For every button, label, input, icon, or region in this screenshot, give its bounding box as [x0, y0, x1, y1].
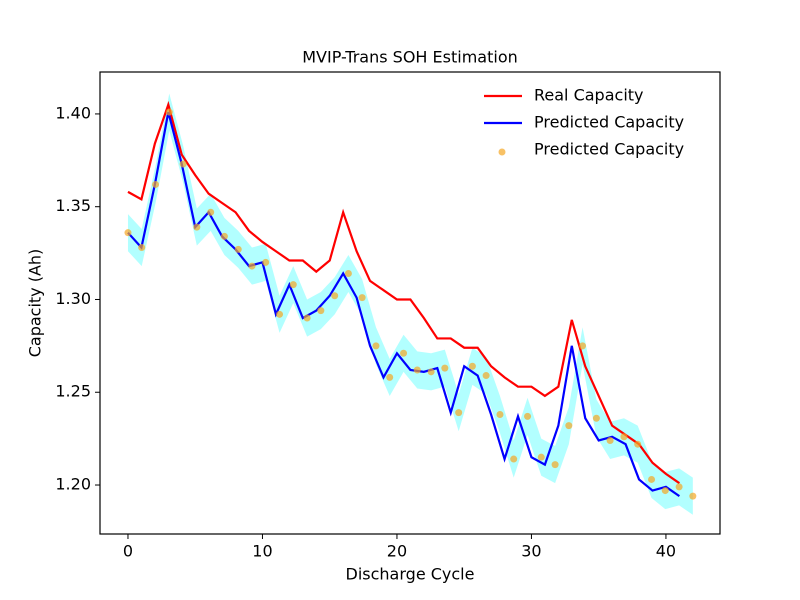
y-tick-label: 1.30 [55, 289, 91, 308]
scatter-point [358, 294, 366, 302]
legend-label: Predicted Capacity [534, 140, 684, 159]
scatter-point [179, 160, 187, 168]
scatter-point [510, 455, 518, 463]
legend-label: Real Capacity [534, 86, 644, 105]
scatter-point [468, 362, 476, 370]
scatter-point [152, 180, 160, 188]
scatter-point [413, 366, 421, 374]
scatter-point [482, 372, 490, 380]
scatter-point [331, 292, 339, 300]
y-tick-label: 1.35 [55, 196, 91, 215]
scatter-point [455, 409, 463, 417]
scatter-point [344, 269, 352, 277]
x-tick-label: 20 [387, 542, 407, 561]
y-tick-label: 1.40 [55, 103, 91, 122]
line [127, 111, 681, 498]
scatter-point [372, 342, 380, 350]
scatter-point [634, 440, 642, 448]
scatter-point [317, 307, 325, 315]
scatter-point [427, 368, 435, 376]
scatter-point [565, 422, 573, 430]
scatter-point [592, 414, 600, 422]
legend-marker [498, 148, 506, 156]
x-tick-label: 40 [656, 542, 676, 561]
scatter-point [303, 314, 311, 322]
scatter-point [248, 262, 256, 270]
scatter-point [234, 245, 242, 253]
y-tick-label: 1.25 [55, 382, 91, 401]
scatter-point [276, 310, 284, 318]
scatter-point [661, 487, 669, 495]
y-tick-label: 1.20 [55, 475, 91, 494]
legend-label: Predicted Capacity [534, 113, 684, 132]
scatter-point [400, 349, 408, 357]
scatter-point [689, 492, 697, 500]
x-tick-label: 10 [252, 542, 272, 561]
scatter-point [606, 436, 614, 444]
line [127, 100, 681, 485]
scatter-point [648, 475, 656, 483]
scatter-point [207, 208, 215, 216]
scatter-point [537, 453, 545, 461]
scatter-point [262, 258, 270, 266]
scatter-point [620, 433, 628, 441]
scatter-point [551, 461, 559, 469]
scatter-point [165, 108, 173, 116]
plot-frame [99, 71, 721, 535]
scatter-point [441, 364, 449, 372]
scatter-point [579, 342, 587, 350]
scatter-point [524, 412, 532, 420]
chart-title: MVIP-Trans SOH Estimation [302, 48, 518, 67]
scatter-point [220, 232, 228, 240]
scatter-point [289, 281, 297, 289]
x-tick-label: 0 [123, 542, 133, 561]
scatter-point [386, 373, 394, 381]
scatter-point [193, 223, 201, 231]
x-tick-label: 30 [521, 542, 541, 561]
scatter-point [124, 229, 132, 237]
y-axis-label: Capacity (Ah) [26, 249, 45, 358]
x-axis-label: Discharge Cycle [346, 565, 475, 584]
scatter-point [496, 411, 504, 419]
scatter-point [675, 483, 683, 491]
scatter-point [138, 244, 146, 252]
